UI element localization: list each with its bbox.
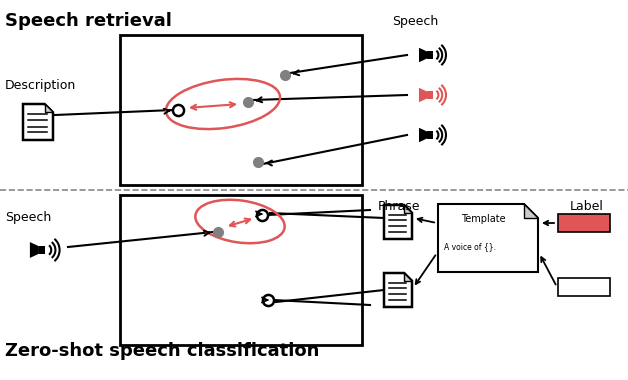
Polygon shape	[427, 91, 433, 99]
Polygon shape	[45, 104, 53, 112]
Polygon shape	[39, 246, 45, 254]
Polygon shape	[524, 204, 538, 218]
Polygon shape	[384, 273, 412, 307]
Polygon shape	[427, 131, 433, 139]
Polygon shape	[384, 205, 412, 239]
Polygon shape	[23, 104, 53, 140]
Polygon shape	[438, 204, 538, 272]
Text: Template: Template	[461, 214, 506, 224]
Bar	[120, 195, 362, 345]
Text: A voice of {}.: A voice of {}.	[444, 242, 496, 251]
Bar	[558, 278, 610, 296]
Polygon shape	[30, 242, 39, 258]
Bar	[558, 214, 610, 232]
Polygon shape	[419, 128, 427, 142]
Text: Label: Label	[570, 201, 604, 214]
Text: Zero-shot speech classification: Zero-shot speech classification	[5, 342, 320, 360]
Polygon shape	[419, 88, 427, 102]
Text: Speech retrieval: Speech retrieval	[5, 12, 172, 30]
Text: Description: Description	[5, 79, 76, 92]
Polygon shape	[427, 51, 433, 59]
Text: Speech: Speech	[5, 211, 51, 223]
Text: Phrase: Phrase	[378, 201, 421, 214]
Polygon shape	[404, 205, 412, 213]
Bar	[120, 35, 362, 185]
Polygon shape	[404, 273, 412, 281]
Polygon shape	[419, 48, 427, 62]
Text: Speech: Speech	[392, 16, 438, 28]
